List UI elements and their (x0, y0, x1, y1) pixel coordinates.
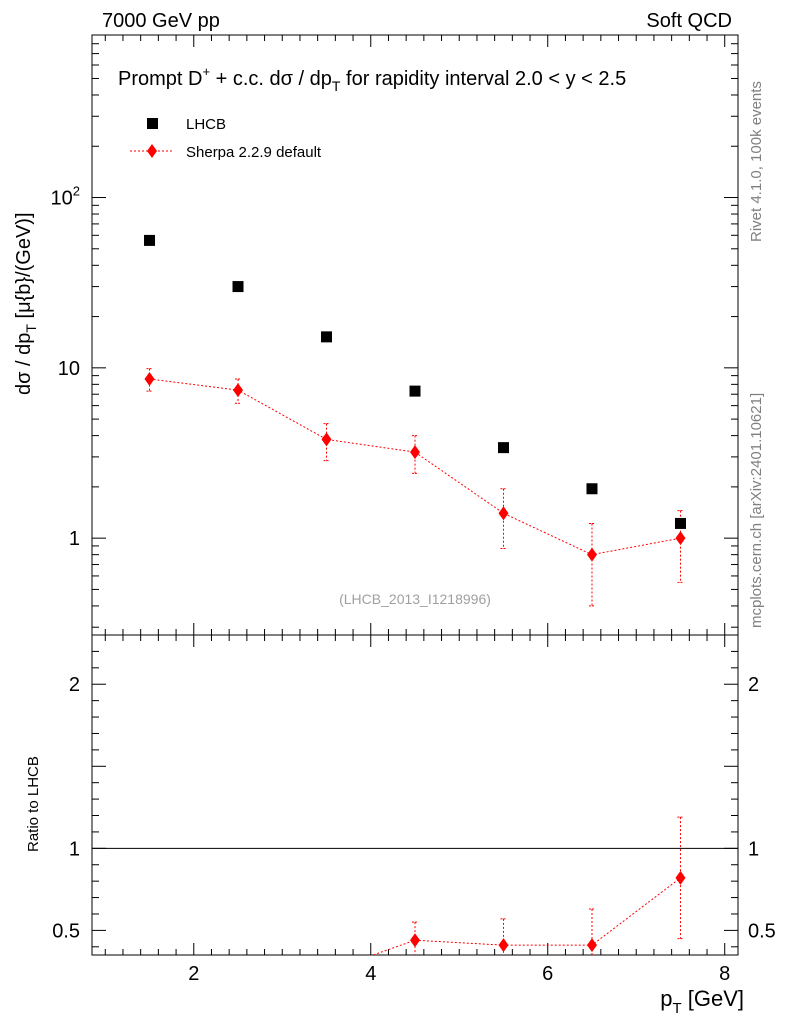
main-data-layer (144, 234, 686, 607)
chart-title: Prompt D+ + c.c. dσ / dpT for rapidity i… (118, 64, 626, 94)
ratio-y-tick-label: 2 (69, 674, 80, 696)
ratio-y-tick-label: 1 (69, 838, 80, 860)
axis-ticks (92, 34, 738, 955)
ratio-y-tick-label-right: 0.5 (748, 920, 776, 942)
mc-series-line (149, 378, 681, 556)
ratio-point (145, 980, 155, 994)
mc-point (410, 445, 420, 460)
main-y-tick-label: 1 (69, 528, 80, 550)
ratio-point (322, 964, 332, 978)
ratio-point (410, 933, 420, 948)
ratio-point (586, 938, 597, 953)
ratio-y-axis-label: Ratio to LHCB (25, 756, 42, 852)
mc-point (498, 506, 509, 521)
mc-point (144, 371, 155, 386)
ratio-point (675, 870, 686, 885)
ratio-y-tick-label-right: 2 (748, 674, 759, 696)
data-point (232, 281, 244, 293)
mc-point (233, 383, 244, 398)
data-point (144, 234, 156, 246)
data-point (409, 385, 421, 397)
ratio-y-tick-label-right: 1 (748, 838, 759, 860)
axis-tick-labels: 1 10 102 0.5 0.5 1 1 2 2 2 4 6 8 (51, 184, 776, 985)
category-label: Soft QCD (646, 10, 732, 32)
data-point (586, 483, 598, 495)
x-tick-label: 4 (365, 963, 376, 985)
mc-point (321, 432, 332, 447)
x-tick-label: 8 (719, 963, 730, 985)
x-axis-label: pT [GeV] (660, 986, 744, 1017)
legend-mc-label: Sherpa 2.2.9 default (186, 144, 322, 161)
data-point (497, 442, 509, 454)
legend-data-label: LHCB (186, 116, 226, 133)
main-y-axis-label: dσ / dpT [μ{b}/(GeV)] (13, 212, 39, 395)
main-y-tick-label: 102 (51, 184, 80, 210)
mcplots-label: mcplots.cern.ch [arXiv:2401.10621] (748, 393, 765, 628)
energy-label: 7000 GeV pp (102, 10, 220, 32)
data-point (321, 331, 333, 343)
legend-mc-marker (147, 144, 157, 158)
rivet-version-label: Rivet 4.1.0, 100k events (748, 81, 765, 242)
main-y-tick-label: 10 (58, 358, 80, 380)
ratio-point (233, 965, 243, 979)
ratio-y-tick-label: 0.5 (52, 920, 80, 942)
data-point (674, 517, 686, 529)
x-tick-label: 2 (188, 963, 199, 985)
mc-point (675, 531, 686, 546)
analysis-id-label: (LHCB_2013_I1218996) (339, 591, 491, 607)
mc-point (586, 547, 597, 562)
ratio-plot-frame (91, 634, 739, 956)
x-tick-label: 6 (542, 963, 553, 985)
legend-data-marker (147, 118, 158, 129)
ratio-data-layer (145, 816, 686, 994)
legend: LHCB Sherpa 2.2.9 default (130, 116, 322, 161)
ratio-series-line (371, 877, 681, 955)
ratio-point (498, 938, 509, 953)
